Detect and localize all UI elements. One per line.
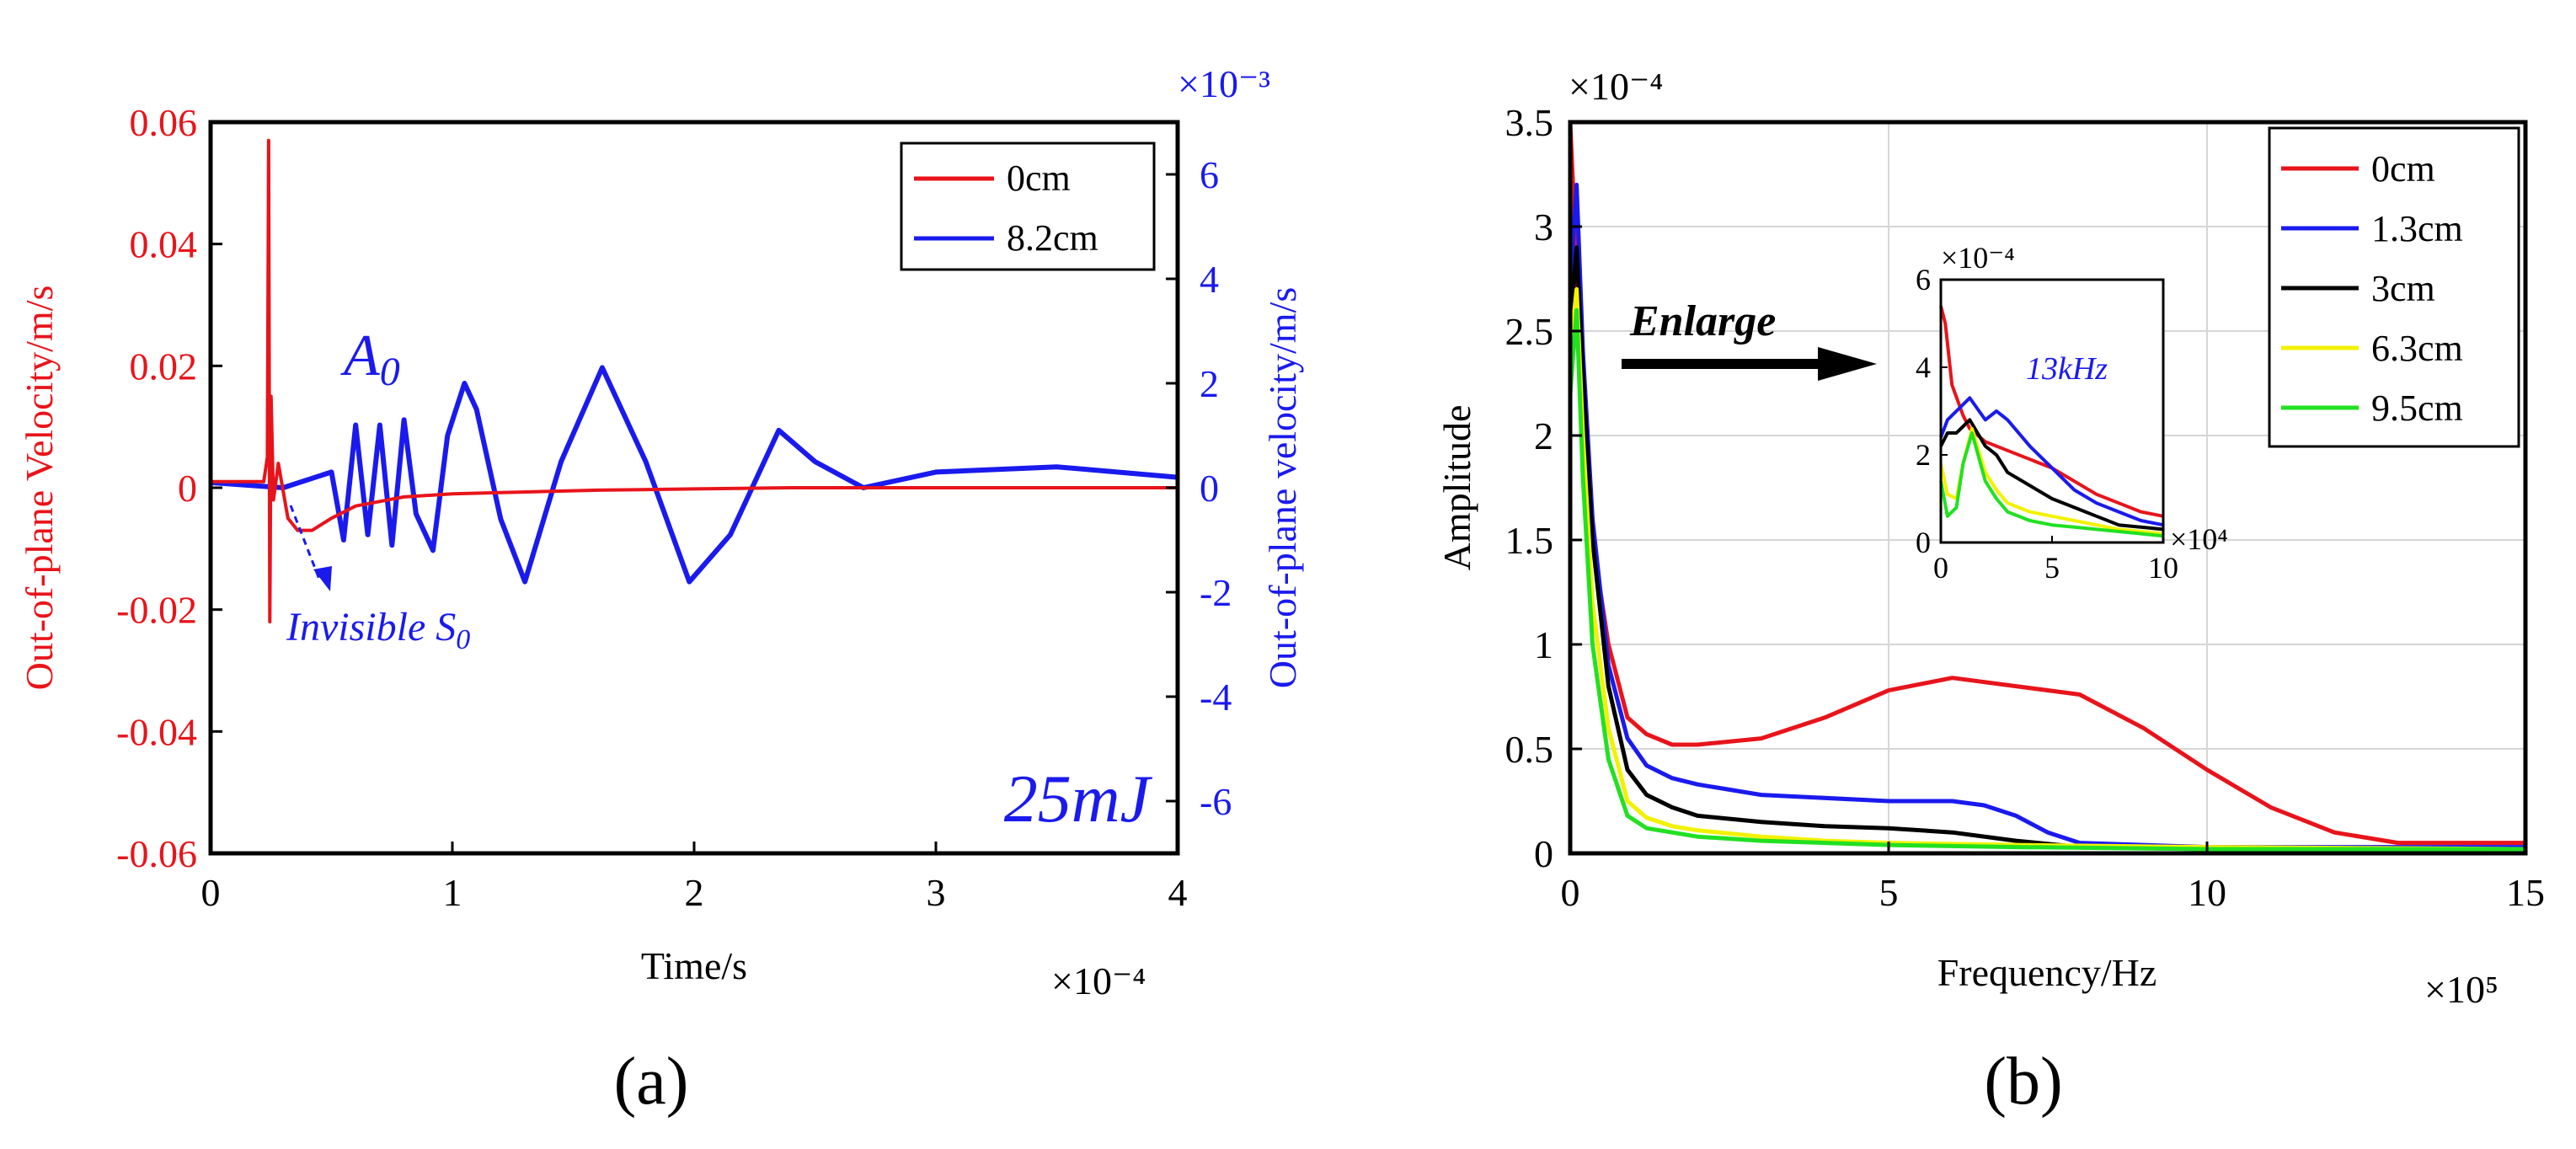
panel-a-right-y-tick-label: -6	[1200, 780, 1232, 823]
panel-b-series-line-3cm	[1568, 245, 2525, 852]
inset-x-tick-label: 0	[1933, 551, 1948, 585]
panel-a-right-y-tick-label: 4	[1200, 258, 1219, 301]
panel-a-right-y-tick-label: -4	[1200, 676, 1232, 719]
panel-a-x-tick-label: 4	[1168, 871, 1188, 914]
panel-b-legend-label: 0cm	[2371, 148, 2435, 190]
panel-a-caption: (a)	[614, 1045, 689, 1119]
panel-a-right-y-ticks: -6 -4 -2 0 2 4 6	[1166, 153, 1232, 823]
panel-a-right-y-axis-label: Out-of-plane velocity/m/s	[1261, 287, 1304, 689]
panel-a-x-tick-label: 0	[201, 871, 221, 914]
panel-a-series-lines	[210, 138, 1178, 624]
panel-b-y-tick-label: 1	[1534, 623, 1553, 666]
a0-subscript: 0	[380, 350, 400, 394]
panel-b-legend-items: 0cm 1.3cm 3cm 6.3cm 9.5cm	[2281, 148, 2463, 429]
panel-b-y-tick-label: 3	[1534, 206, 1553, 249]
panel-a-invisible-s0-label: Invisible S0	[286, 605, 470, 655]
panel-a-series-line-0cm	[211, 138, 1178, 624]
invisible-s0-arrow-head	[313, 566, 332, 591]
panel-a-left-y-tick-label: -0.02	[116, 589, 197, 632]
inset-series-line-9-5cm	[1939, 431, 2164, 538]
panel-b-legend: 0cm 1.3cm 3cm 6.3cm 9.5cm	[2268, 126, 2520, 448]
panel-a-left-y-ticks: -0.06 -0.04 -0.02 0 0.02 0.04 0.06	[116, 101, 222, 875]
enlarge-arrow-head	[1818, 347, 1877, 381]
panel-b-y-tick-label: 0	[1534, 832, 1553, 875]
panel-a-right-y-exponent: ×10⁻³	[1178, 62, 1270, 105]
panel-a-x-tick-label: 3	[927, 871, 946, 914]
panel-b-x-axis-label: Frequency/Hz	[1937, 951, 2157, 994]
inset-peak-label: 13kHz	[2026, 351, 2108, 387]
panel-b-series-lines	[1568, 121, 2526, 852]
inset-chart: 0 5 10 0 2 4 6 ×10⁻⁴ ×10⁴ 13kHz	[1916, 241, 2228, 585]
panel-b-legend-label: 1.3cm	[2371, 208, 2463, 249]
panel-a-left-y-tick-label: -0.04	[116, 710, 197, 753]
panel-a-left-y-tick-label: 0.06	[130, 101, 198, 144]
panel-b-series-line-9-5cm	[1568, 307, 2525, 852]
panel-a-left-y-axis-label: Out-of-plane Velocity/m/s	[18, 286, 61, 691]
panel-b-legend-label: 9.5cm	[2371, 387, 2463, 429]
panel-b-plot-frame	[1568, 120, 2528, 856]
panel-b-x-exponent: ×10⁵	[2424, 968, 2499, 1011]
inset-series-lines	[1939, 305, 2164, 538]
inset-series-line-0cm	[1939, 305, 2164, 518]
panel-b-y-tick-label: 3.5	[1505, 101, 1554, 144]
panel-a-x-tick-label: 2	[685, 871, 704, 914]
panel-a-right-y-tick-label: 2	[1200, 362, 1219, 405]
panel-b-x-tick-label: 15	[2506, 871, 2545, 914]
panel-a-x-tick-label: 1	[443, 871, 462, 914]
panel-a-left-y-tick-label: -0.06	[116, 832, 197, 875]
panel-b-legend-label: 6.3cm	[2371, 328, 2463, 369]
panel-a-legend-label-0cm: 0cm	[1007, 158, 1071, 199]
inset-y-tick-label: 4	[1916, 350, 1931, 384]
panel-a-energy-label: 25mJ	[1004, 762, 1153, 836]
inset-y-tick-label: 0	[1916, 526, 1931, 559]
panel-a-legend-label-8-2cm: 8.2cm	[1007, 217, 1098, 259]
panel-b-legend-label: 3cm	[2371, 268, 2435, 309]
panel-b-y-exponent: ×10⁻⁴	[1569, 65, 1663, 108]
panel-b-x-tick-label: 10	[2188, 871, 2226, 914]
inset-y-tick-label: 2	[1916, 438, 1931, 472]
panel-a-left-y-tick-label: 0.02	[130, 345, 198, 387]
panel-a-mode-a0-label: A0	[340, 323, 400, 394]
panel-b-y-ticks: 0 0.5 1 1.5 2 2.5 3 3.5	[1505, 101, 1582, 875]
inset-y-tick-label: 6	[1916, 263, 1931, 297]
panel-b-x-ticks: 0 5 10 15	[1561, 842, 2545, 914]
panel-a-right-y-tick-label: 0	[1200, 467, 1219, 510]
invisible-s-text: Invisible S	[286, 605, 456, 649]
inset-x-tick-label: 10	[2148, 551, 2178, 585]
panel-a-series-line-8-2cm	[210, 365, 1178, 585]
panel-a-left-y-tick-label: 0.04	[130, 223, 198, 266]
a0-letter: A	[340, 323, 380, 388]
panel-a-left-y-tick-label: 0	[178, 467, 197, 510]
invisible-s-subscript: 0	[456, 624, 470, 655]
panel-a-x-exponent: ×10⁻⁴	[1051, 959, 1146, 1002]
invisible-s0-arrow-shaft	[289, 505, 322, 582]
inset-x-exponent: ×10⁴	[2170, 522, 2228, 556]
panel-b-x-tick-label: 0	[1561, 871, 1580, 914]
inset-y-exponent: ×10⁻⁴	[1941, 241, 2015, 275]
panel-b-y-tick-label: 2	[1534, 414, 1553, 457]
panel-b-y-tick-label: 2.5	[1505, 310, 1554, 353]
inset-y-ticks: 0 2 4 6	[1916, 263, 1948, 559]
inset-x-tick-label: 5	[2044, 551, 2060, 585]
panel-b-chart: 0 5 10 15 0 0.5 1 1.5 2 2.5 3 3.5 Frequency/Hz ×10…	[1435, 65, 2545, 1011]
panel-a-legend: 0cm 8.2cm	[900, 142, 1156, 271]
panel-a-x-axis-label: Time/s	[641, 944, 747, 987]
enlarge-label: Enlarge	[1629, 297, 1776, 345]
panel-b-y-tick-label: 1.5	[1505, 519, 1554, 562]
inset-background	[1941, 280, 2163, 542]
inset-series-line-3cm	[1939, 418, 2164, 532]
panel-a-x-ticks: 0 1 2 3 4	[201, 842, 1188, 914]
panel-a-right-y-tick-label: -2	[1200, 571, 1232, 614]
panel-b-y-tick-label: 0.5	[1505, 728, 1554, 771]
panel-b-caption: (b)	[1984, 1045, 2062, 1119]
panel-b-x-tick-label: 5	[1879, 871, 1899, 914]
inset-x-ticks: 0 5 10	[1933, 536, 2178, 585]
panel-a-legend-box	[900, 142, 1156, 271]
panel-a-right-y-tick-label: 6	[1200, 153, 1219, 196]
panel-b-y-axis-label: Amplitude	[1435, 405, 1478, 571]
inset-series-line-1-3cm	[1939, 396, 2164, 527]
